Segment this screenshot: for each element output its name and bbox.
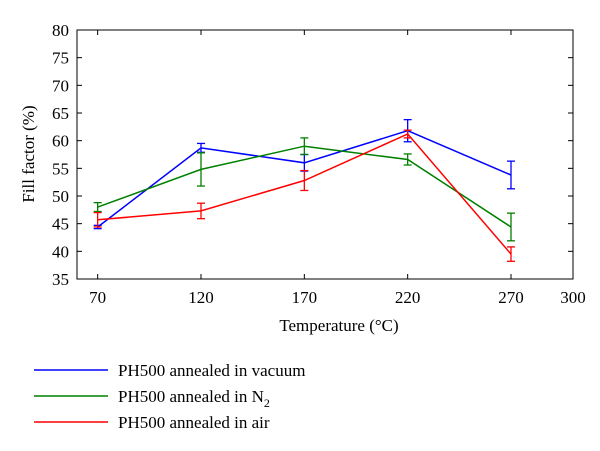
- legend-label: PH500 annealed in vacuum: [118, 361, 305, 380]
- x-axis-ticks: 70 120 170 220 270 300: [89, 30, 586, 307]
- x-tick-label: 170: [292, 288, 318, 307]
- y-tick-label: 75: [52, 49, 69, 68]
- series: [93, 137, 515, 242]
- y-tick-label: 45: [52, 215, 69, 234]
- y-tick-label: 40: [52, 242, 69, 261]
- x-tick-label: 70: [89, 288, 106, 307]
- legend-label: PH500 annealed in N2: [118, 387, 270, 410]
- x-axis-label: Temperature (°C): [279, 316, 398, 335]
- y-tick-label: 50: [52, 187, 69, 206]
- x-tick-label: 300: [560, 288, 586, 307]
- x-tick-label: 120: [188, 288, 214, 307]
- y-tick-label: 70: [52, 76, 69, 95]
- y-tick-label: 80: [52, 21, 69, 40]
- legend-label: PH500 annealed in air: [118, 413, 270, 432]
- y-axis-label: Fill factor (%): [19, 105, 38, 202]
- legend: PH500 annealed in vacuum PH500 annealed i…: [34, 361, 305, 432]
- x-tick-label: 270: [498, 288, 524, 307]
- y-tick-label: 35: [52, 270, 69, 289]
- series-layer: [93, 118, 515, 262]
- x-tick-label: 220: [395, 288, 421, 307]
- series: [93, 129, 515, 262]
- y-tick-label: 65: [52, 104, 69, 123]
- plot-frame: [76, 29, 574, 280]
- y-tick-label: 60: [52, 132, 69, 151]
- y-tick-label: 55: [52, 159, 69, 178]
- y-axis-ticks: 35 40 45 50 55 60 65 70 75 80: [52, 21, 573, 289]
